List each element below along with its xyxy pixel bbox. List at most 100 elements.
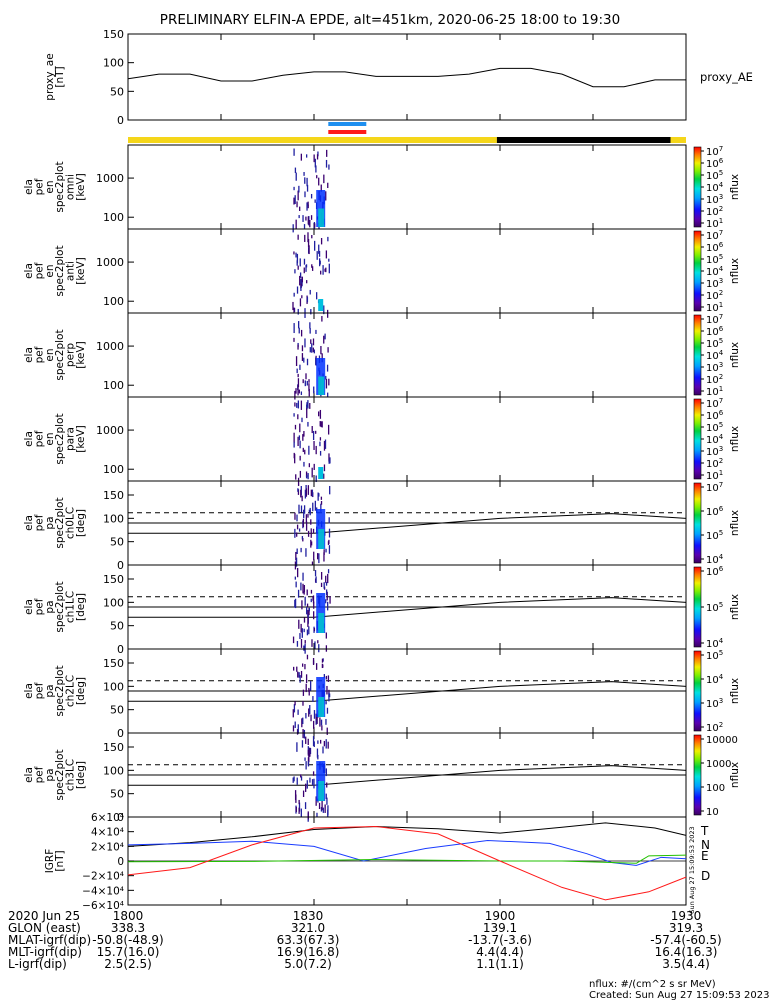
spectrogram-pixel (299, 470, 302, 478)
spectrogram-pixel (311, 639, 313, 647)
spectrogram-pixel (327, 182, 329, 189)
y-tick-label: 100 (103, 463, 124, 476)
colorbar-exponent: 7 (719, 313, 723, 321)
spectrogram-pixel (306, 380, 308, 386)
y-tick-label: 1000 (96, 424, 124, 437)
side-stamp: Sun Aug 27 15:09:53 2023 (688, 826, 696, 913)
spectrogram-pixel (299, 364, 301, 370)
y-tick-label: 50 (110, 788, 124, 801)
spectrogram-pixel (328, 164, 330, 170)
spectrogram-pixel (319, 409, 322, 419)
ylabel-line: omni (65, 174, 77, 200)
colorbar-label: nflux (729, 342, 741, 368)
spectrogram-pixel (314, 641, 316, 650)
spectrogram-pixel (313, 386, 315, 394)
spectrogram-pixel (315, 329, 317, 334)
spectrogram-pixel (298, 389, 300, 394)
colorbar-exponent: 6 (719, 565, 724, 573)
ylabel-line: ela (23, 599, 35, 615)
spectrogram-pixel (325, 599, 327, 604)
ylabel-line: ela (23, 515, 35, 531)
spectrogram-pixel (299, 298, 302, 307)
spectrogram-pixel (317, 640, 319, 644)
colorbar-exponent: 1 (719, 469, 723, 477)
spectrogram-pixel (318, 258, 321, 267)
spectrogram-pixel (297, 190, 299, 201)
colorbar-exponent: 5 (719, 253, 723, 261)
ylabel-line: ela (23, 263, 35, 279)
y-tick-label: 100 (103, 295, 124, 308)
spectrogram-pixel (297, 308, 299, 315)
spectrogram-pixel (292, 725, 295, 732)
spectrogram-pixel (296, 402, 298, 408)
y-tick-label: 150 (103, 741, 124, 754)
spectrogram-pixel (325, 701, 327, 705)
spectrogram-pixel (304, 234, 306, 242)
spectrogram-pixel (327, 809, 329, 817)
spectrogram-pixel (329, 485, 331, 495)
spectrogram-pixel (326, 364, 329, 372)
spectrogram-pixel (305, 488, 308, 497)
spectrogram-pixel (305, 264, 308, 268)
colorbar-exponent: 2 (719, 457, 723, 465)
ylabel-line: pef (33, 430, 45, 447)
panel-igrf: IGRF[nT] 6×10⁴ 4×10⁴ 2×10⁴ 0 −2×10⁴ −4×10⁴ −6×1… (44, 812, 710, 912)
colorbar (693, 734, 702, 816)
y-tick-label: −6×10⁴ (82, 900, 124, 912)
spectrogram-pixel (308, 626, 310, 635)
spectrogram-pixel (318, 493, 320, 497)
ylabel-line: [deg] (75, 509, 87, 537)
spectrogram-pixel (310, 541, 313, 546)
spectrogram-pixel (311, 561, 314, 566)
colorbar-exponent: 3 (719, 193, 723, 201)
panel-ylabel: elapefpaspec2plotch0LC[deg] (23, 497, 87, 548)
y-tick-label: 0 (117, 114, 124, 127)
spectrogram-pixel (320, 346, 322, 355)
spectrogram-pixel (293, 337, 295, 342)
panel-pa_ch0: elapefpaspec2plotch0LC[deg] 150 100 50 0 107 1… (23, 480, 741, 572)
spectrogram-pixel (307, 473, 309, 480)
ylabel-line: en (44, 264, 56, 277)
spectrogram-pixel (301, 276, 304, 283)
panel-spec_perp: elapefenspec2plotperp[keV] 10001001071061… (23, 312, 741, 400)
spectrogram-pixel (312, 528, 315, 534)
ylabel-line: [deg] (75, 593, 87, 621)
y-tick-label: 0 (117, 811, 124, 824)
footer-value: 5.0(7.2) (284, 957, 332, 971)
spectrogram-pixel (328, 453, 330, 462)
footer-value: 1900 (485, 909, 516, 923)
colorbar-exponent: 7 (719, 397, 723, 405)
spectrogram-pixel (313, 611, 315, 620)
spectrogram-pixel (299, 455, 301, 461)
colorbar-exponent: 4 (719, 433, 724, 441)
spectrogram-pixel (328, 528, 331, 538)
science-zone-marker (328, 130, 367, 134)
spectrogram-pixel (307, 530, 310, 537)
spectrogram-pixel (304, 177, 306, 184)
footer-value: -57.4(-60.5) (650, 933, 721, 947)
units-note: nflux: #/(cm^2 s sr MeV) (589, 979, 716, 990)
spectrogram-pixel (325, 378, 328, 389)
orbit-segment (496, 137, 671, 143)
spectrogram-pixel (294, 790, 297, 800)
spectrogram-pixel (324, 333, 326, 340)
spectrogram-pixel (312, 347, 315, 353)
orbit-bar (128, 122, 686, 143)
spectrogram-pixel (312, 657, 315, 665)
spectrogram-pixel (303, 430, 305, 437)
footer-row-label: MLAT-igrf(dip) (8, 933, 91, 947)
spectrogram-pixel (328, 693, 331, 698)
spectrogram-pixel (305, 761, 307, 770)
spectrogram-pixel (309, 402, 311, 409)
spectrogram-pixel (301, 628, 303, 638)
spectrogram-pixel (301, 740, 304, 748)
footer-value: 1.1(1.1) (476, 957, 524, 971)
spectrogram-pixel (296, 532, 298, 537)
colorbar-exponent: 6 (719, 505, 724, 513)
y-tick-label: 100 (103, 512, 124, 525)
spectrogram-pixel (306, 629, 309, 636)
spectrogram-pixel (309, 509, 311, 516)
colorbar (693, 314, 702, 396)
spectrogram-pixel (327, 601, 329, 611)
colorbar-label: nflux (729, 678, 741, 704)
